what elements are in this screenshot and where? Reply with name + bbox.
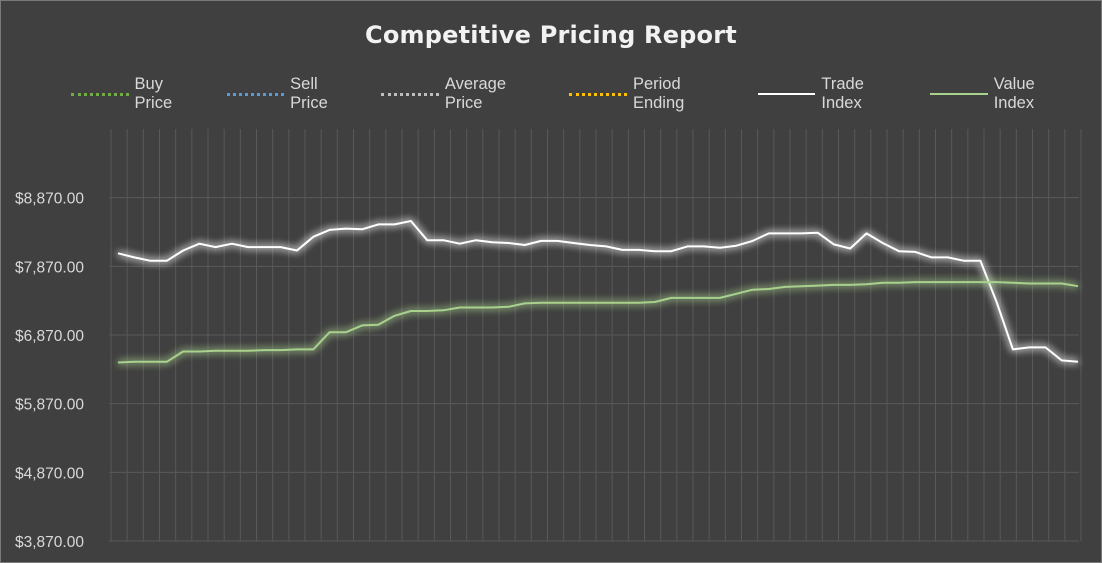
trade-index-series — [117, 220, 1079, 363]
y-tick-label: $4,870.00 — [15, 465, 84, 482]
value-index-series — [117, 281, 1079, 364]
legend-swatch — [930, 93, 988, 95]
vertical-gridlines — [110, 129, 1082, 541]
legend-item-buy-price: Buy Price — [71, 75, 205, 113]
legend-item-trade-index: Trade Index — [757, 75, 908, 113]
y-tick-label: $3,870.00 — [15, 534, 84, 551]
legend-label: Value Index — [993, 75, 1035, 112]
legend-swatch — [381, 92, 439, 96]
legend-label: Sell Price — [290, 75, 328, 112]
y-tick-label: $8,870.00 — [15, 191, 84, 208]
legend-label: Buy Price — [134, 75, 173, 112]
legend-swatch — [569, 92, 627, 96]
legend-swatch — [757, 93, 816, 95]
trade-index-line — [117, 220, 1079, 363]
legend-item-sell-price: Sell Price — [226, 75, 360, 113]
y-tick-label: $5,870.00 — [15, 397, 84, 414]
y-tick-label: $7,870.00 — [15, 259, 84, 276]
legend-swatch — [226, 92, 285, 96]
chart-legend: Buy Price Sell Price Average Price Period E… — [71, 75, 1101, 113]
horizontal-gridlines — [109, 197, 1079, 542]
legend-label: Period Ending — [632, 75, 685, 112]
legend-item-period-ending: Period Ending — [569, 75, 735, 113]
chart-title: Competitive Pricing Report — [365, 21, 737, 49]
value-index-line — [117, 281, 1079, 364]
legend-label: Average Price — [444, 75, 507, 112]
legend-item-average-price: Average Price — [381, 75, 547, 113]
y-tick-label: $6,870.00 — [15, 328, 84, 345]
legend-swatch — [71, 92, 129, 96]
legend-label: Trade Index — [821, 75, 864, 112]
legend-item-value-index: Value Index — [930, 75, 1079, 113]
